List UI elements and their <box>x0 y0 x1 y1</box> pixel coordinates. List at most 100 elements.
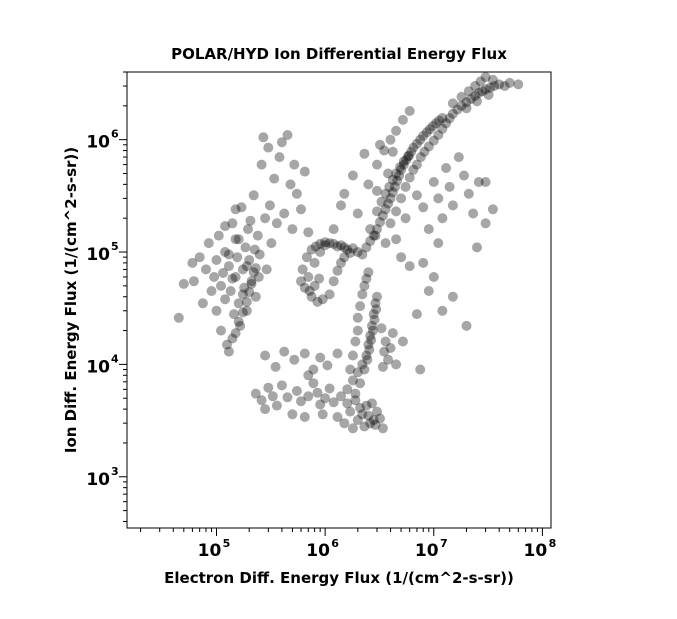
data-point <box>364 344 375 355</box>
data-point <box>312 387 323 398</box>
data-point <box>461 97 472 108</box>
data-point <box>299 282 310 293</box>
y-axis-label: Ion Diff. Energy Flux (1/(cm^2-s-sr)) <box>62 147 80 453</box>
data-point <box>336 240 346 251</box>
data-point <box>447 291 458 302</box>
data-point <box>211 255 222 265</box>
data-point <box>233 234 244 245</box>
data-point <box>254 249 265 260</box>
data-point <box>375 413 385 424</box>
y-tick-exponent: 5 <box>111 240 119 253</box>
data-point <box>362 354 373 365</box>
data-point <box>352 325 363 336</box>
x-tick-label: 10 <box>415 541 439 561</box>
data-point <box>428 272 439 282</box>
data-point <box>291 386 302 396</box>
data-point <box>320 393 331 404</box>
data-point <box>489 81 500 91</box>
data-point <box>403 151 414 162</box>
data-point <box>267 391 278 402</box>
data-point <box>246 278 257 289</box>
data-point <box>223 346 234 357</box>
data-point <box>385 134 396 145</box>
data-point <box>315 352 326 363</box>
data-point <box>233 316 244 327</box>
data-point <box>336 257 346 268</box>
data-point <box>447 98 458 109</box>
data-point <box>380 188 391 199</box>
data-point <box>357 409 368 420</box>
data-point <box>203 238 214 249</box>
data-point <box>411 159 422 170</box>
data-point <box>433 193 444 204</box>
data-point <box>355 402 366 413</box>
data-point <box>324 383 335 394</box>
data-point <box>433 130 444 140</box>
data-point <box>312 296 323 307</box>
data-point <box>504 77 515 88</box>
data-point <box>289 354 300 365</box>
data-point <box>178 278 189 289</box>
data-point <box>237 264 248 275</box>
data-point <box>473 177 484 187</box>
data-point <box>444 113 455 124</box>
data-point <box>477 86 488 97</box>
data-point <box>303 227 314 238</box>
data-point <box>372 185 382 196</box>
data-point <box>365 330 376 341</box>
data-point <box>291 188 302 199</box>
data-point <box>269 173 280 184</box>
data-point <box>352 312 363 323</box>
data-point <box>421 127 432 138</box>
data-point <box>230 234 241 245</box>
data-point <box>433 238 444 249</box>
data-point <box>428 135 439 146</box>
data-point <box>367 398 377 409</box>
data-point <box>274 152 285 163</box>
data-point <box>187 257 198 268</box>
data-point <box>461 320 472 331</box>
data-point <box>220 221 231 232</box>
data-point <box>328 276 339 287</box>
x-tick-exponent: 6 <box>331 537 339 550</box>
data-point <box>397 336 408 347</box>
data-point <box>391 359 402 370</box>
data-point <box>223 261 234 272</box>
data-point <box>390 181 400 192</box>
data-point <box>233 298 244 309</box>
data-point <box>408 164 419 175</box>
data-point <box>368 230 379 241</box>
x-tick-label: 10 <box>524 541 548 561</box>
data-point <box>403 150 414 161</box>
data-point <box>270 361 281 372</box>
x-tick-exponent: 5 <box>223 537 231 550</box>
data-point <box>453 152 464 163</box>
data-point <box>296 276 306 287</box>
data-point <box>377 423 388 434</box>
data-point <box>201 264 211 275</box>
data-point <box>391 168 402 179</box>
data-point <box>434 115 445 126</box>
data-point <box>287 224 298 235</box>
data-point <box>359 364 370 375</box>
data-point <box>211 305 222 316</box>
data-point <box>470 90 481 101</box>
data-point <box>244 287 255 298</box>
scatter-points <box>173 72 524 434</box>
y-tick-label: 10 <box>86 357 110 377</box>
data-point <box>339 252 350 263</box>
y-tick-label: 10 <box>86 245 110 265</box>
data-point <box>441 118 452 129</box>
data-point <box>456 100 467 111</box>
data-point <box>342 398 353 409</box>
data-point <box>383 168 394 179</box>
data-point <box>361 350 372 361</box>
data-point <box>188 276 199 287</box>
data-point <box>365 236 376 247</box>
data-point <box>261 264 272 275</box>
data-point <box>423 224 434 235</box>
data-point <box>487 74 498 85</box>
data-point <box>320 240 331 251</box>
data-point <box>306 291 317 302</box>
data-point <box>361 400 372 411</box>
